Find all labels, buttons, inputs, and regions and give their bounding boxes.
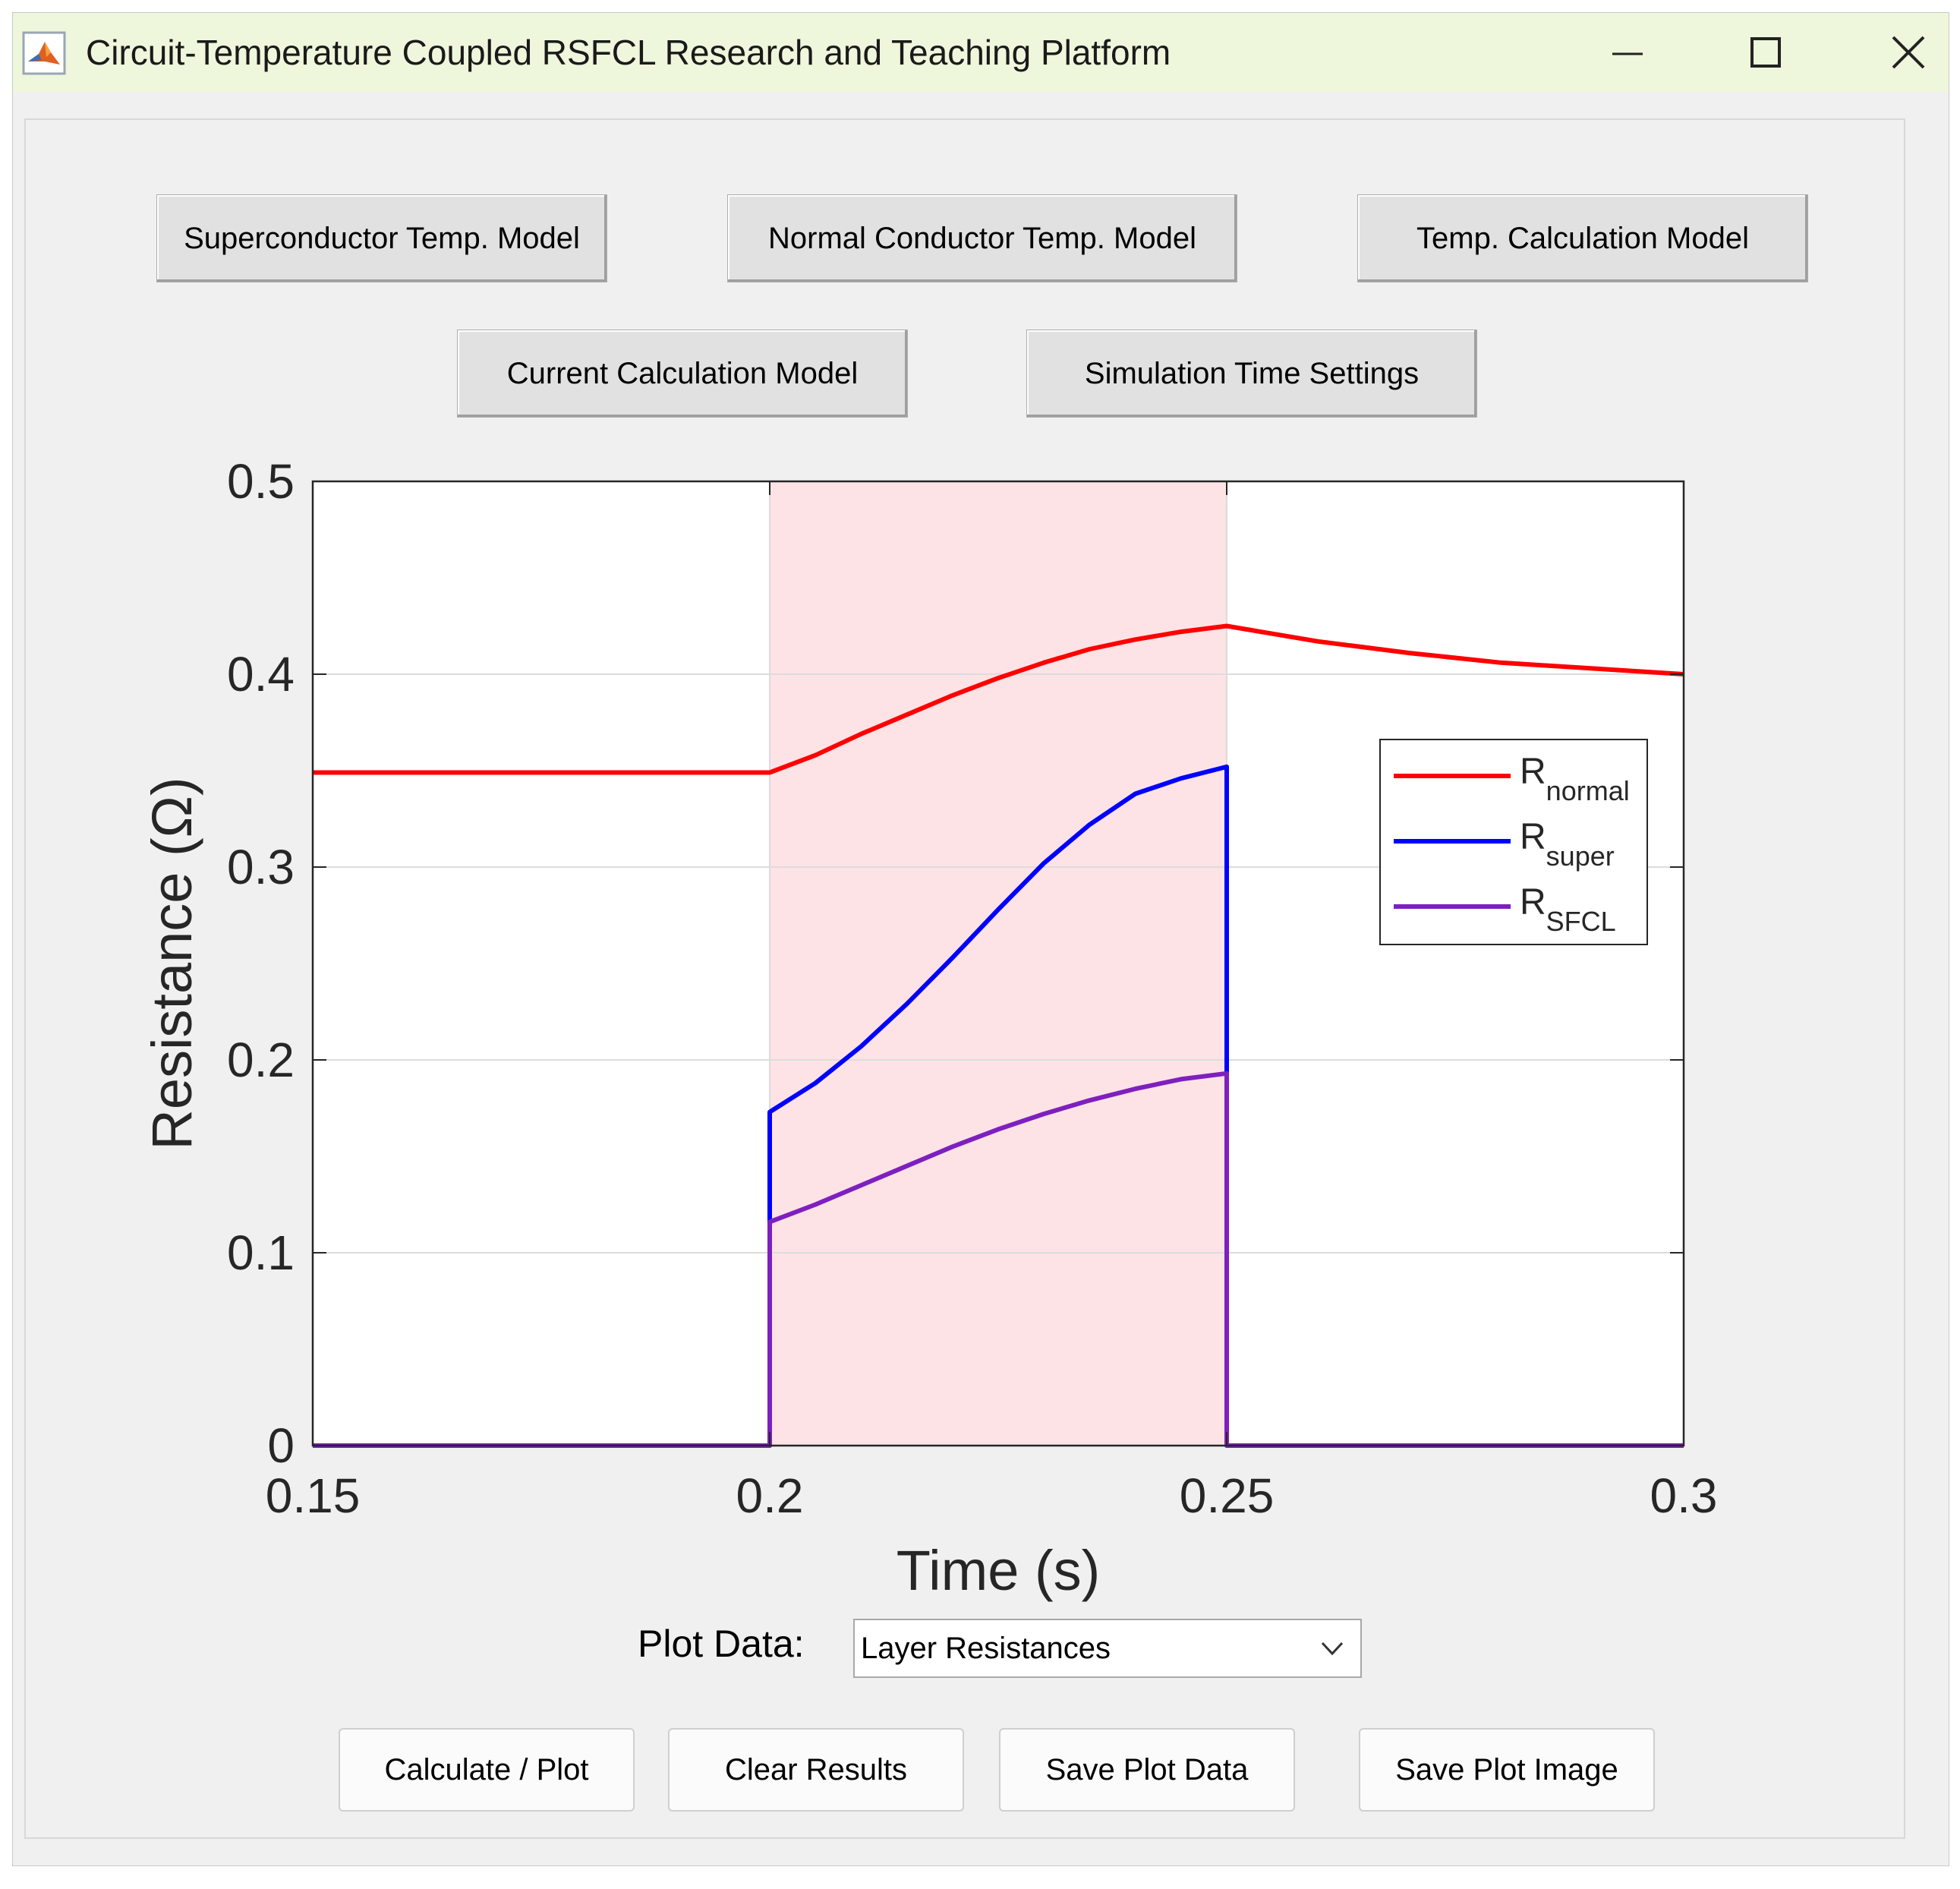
plot-data-selected-value: Layer Resistances bbox=[861, 1631, 1111, 1665]
close-button[interactable] bbox=[1867, 24, 1950, 81]
maximize-button[interactable] bbox=[1724, 24, 1807, 81]
y-tick-label: 0.4 bbox=[227, 647, 295, 702]
legend-entry-super: Rsuper bbox=[1520, 817, 1615, 872]
y-tick-label: 0.3 bbox=[227, 840, 295, 894]
temp-calculation-model-button[interactable]: Temp. Calculation Model bbox=[1357, 194, 1808, 282]
x-tick-label: 0.25 bbox=[1180, 1468, 1275, 1523]
close-icon bbox=[1892, 36, 1925, 69]
legend-entry-normal: Rnormal bbox=[1520, 752, 1630, 806]
y-tick-label: 0 bbox=[267, 1418, 295, 1473]
minimize-button[interactable] bbox=[1586, 24, 1669, 81]
y-axis-label: Resistance (Ω) bbox=[140, 777, 203, 1149]
maximize-icon bbox=[1750, 37, 1781, 68]
x-axis-label: Time (s) bbox=[896, 1539, 1101, 1602]
matlab-icon bbox=[22, 31, 66, 75]
current-calculation-model-button[interactable]: Current Calculation Model bbox=[457, 330, 908, 418]
legend-entry-sfcl: RSFCL bbox=[1520, 882, 1616, 937]
y-tick-label: 0.5 bbox=[227, 454, 295, 509]
series-line-super bbox=[313, 764, 1684, 1448]
chevron-down-icon bbox=[1321, 1641, 1344, 1656]
minimize-icon bbox=[1612, 52, 1643, 55]
superconductor-temp-model-button[interactable]: Superconductor Temp. Model bbox=[156, 194, 607, 282]
y-tick-label: 0.1 bbox=[227, 1225, 295, 1280]
y-tick-label: 0.2 bbox=[227, 1033, 295, 1087]
x-tick-label: 0.2 bbox=[736, 1468, 804, 1523]
calculate-plot-button[interactable]: Calculate / Plot bbox=[339, 1728, 635, 1812]
axes-box bbox=[311, 480, 1685, 1447]
fault-shaded-region bbox=[770, 481, 1227, 1446]
legend: Rnormal Rsuper RSFCL bbox=[1379, 739, 1648, 945]
window-title: Circuit-Temperature Coupled RSFCL Resear… bbox=[86, 33, 1171, 72]
x-tick-label: 0.15 bbox=[266, 1468, 361, 1523]
normal-conductor-temp-model-button[interactable]: Normal Conductor Temp. Model bbox=[727, 194, 1237, 282]
plot-data-select[interactable]: Layer Resistances bbox=[853, 1619, 1362, 1678]
plot-data-label: Plot Data: bbox=[638, 1623, 805, 1665]
simulation-time-settings-button[interactable]: Simulation Time Settings bbox=[1026, 330, 1477, 418]
series-line-normal bbox=[313, 623, 1684, 775]
x-tick-label: 0.3 bbox=[1650, 1468, 1718, 1523]
series-line-sfcl bbox=[313, 1071, 1684, 1448]
save-plot-data-button[interactable]: Save Plot Data bbox=[999, 1728, 1295, 1812]
title-bar: Circuit-Temperature Coupled RSFCL Resear… bbox=[13, 13, 1949, 92]
resistance-chart: 0.15 0.2 0.25 0.3 0 0.1 0.2 0.3 0.4 0.5 Time (s) Re… bbox=[140, 454, 1718, 1602]
save-plot-image-button[interactable]: Save Plot Image bbox=[1359, 1728, 1655, 1812]
clear-results-button[interactable]: Clear Results bbox=[668, 1728, 964, 1812]
